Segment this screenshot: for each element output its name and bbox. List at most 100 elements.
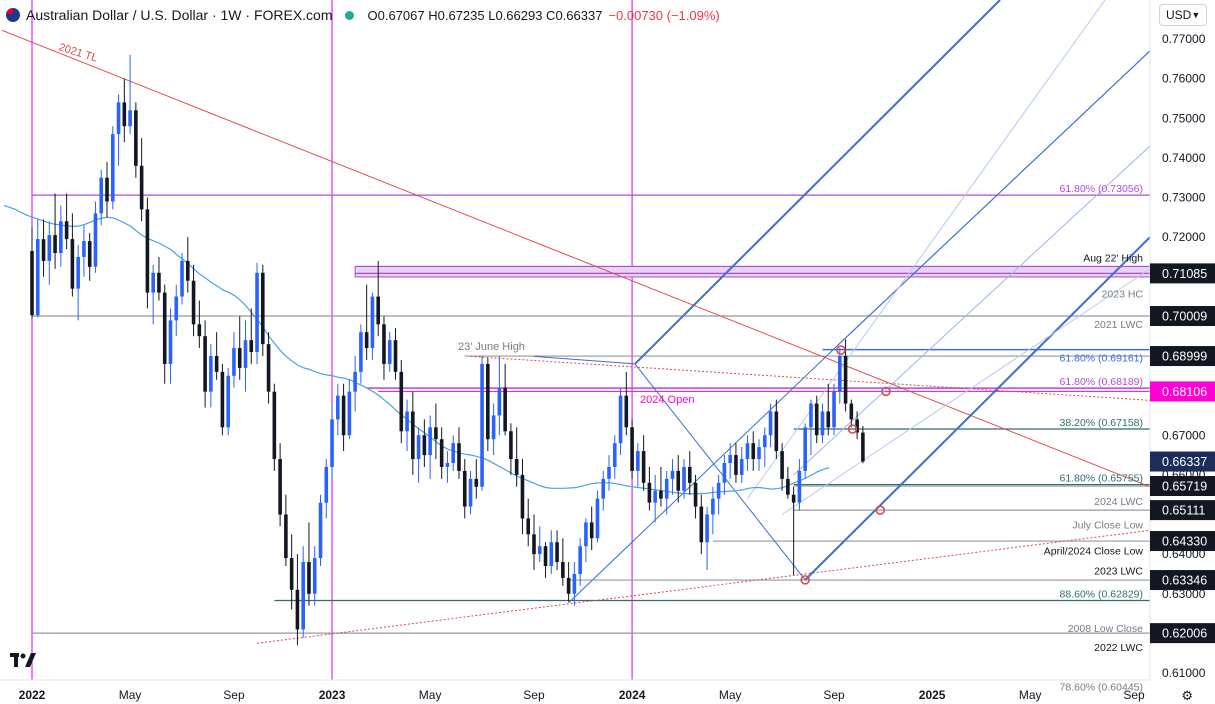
candle-body bbox=[30, 250, 34, 316]
candle bbox=[474, 459, 479, 499]
candle-body bbox=[705, 514, 709, 543]
price-tick-label: 0.67000 bbox=[1162, 428, 1206, 442]
candle-body bbox=[509, 431, 513, 460]
candle-body bbox=[347, 391, 352, 436]
candle-body bbox=[191, 280, 196, 325]
settings-gear-icon[interactable]: ⚙ bbox=[1181, 688, 1193, 703]
candle-body bbox=[803, 427, 807, 471]
ohlc-readout: O0.67067 H0.67235 L0.66293 C0.66337 bbox=[367, 7, 603, 23]
candle bbox=[428, 415, 432, 479]
time-tick-label: Sep bbox=[1123, 688, 1145, 702]
candle bbox=[855, 411, 859, 440]
candle bbox=[312, 546, 317, 606]
candle bbox=[861, 425, 865, 464]
candle-body bbox=[451, 443, 456, 463]
candle-body bbox=[826, 411, 831, 428]
candle bbox=[687, 451, 692, 495]
candle-body bbox=[324, 466, 329, 503]
candle-body bbox=[168, 320, 173, 364]
candle bbox=[480, 356, 484, 491]
au-flag-icon bbox=[6, 8, 20, 22]
candle bbox=[607, 455, 611, 491]
candle-body bbox=[232, 348, 236, 376]
candle-body bbox=[197, 324, 202, 337]
candle-body bbox=[780, 451, 784, 479]
candle-body bbox=[134, 110, 138, 166]
candle-body bbox=[595, 498, 600, 539]
level-label: 78.60% (0.60445) bbox=[1060, 682, 1143, 694]
candle-body bbox=[53, 235, 57, 253]
candle bbox=[728, 443, 732, 479]
price-tag bbox=[1150, 381, 1215, 402]
candle-body bbox=[520, 474, 525, 519]
symbol-title[interactable]: Australian Dollar / U.S. Dollar · 1W · F… bbox=[26, 7, 333, 23]
resistance-zone bbox=[354, 265, 1151, 278]
candle-body bbox=[555, 542, 559, 563]
candle-body bbox=[514, 459, 519, 475]
candle-body bbox=[532, 534, 536, 555]
candle bbox=[110, 126, 115, 210]
pitchfork-parallel-2 bbox=[793, 145, 1151, 476]
candle-body bbox=[543, 546, 548, 567]
candle-body bbox=[289, 558, 294, 590]
candle bbox=[514, 427, 519, 487]
candle bbox=[578, 538, 582, 586]
candle bbox=[786, 466, 790, 499]
candle bbox=[70, 213, 75, 297]
candle bbox=[520, 459, 525, 535]
candle bbox=[243, 320, 248, 392]
candle-body bbox=[249, 340, 254, 353]
candle-body bbox=[572, 573, 577, 594]
candle-body bbox=[41, 239, 46, 261]
time-tick-label: May bbox=[1019, 688, 1042, 702]
pivot-marker bbox=[800, 575, 810, 585]
candle-body bbox=[278, 459, 282, 515]
candle bbox=[364, 284, 369, 360]
candle-body bbox=[295, 589, 300, 630]
candle-body bbox=[480, 363, 484, 487]
candle-body bbox=[745, 443, 750, 460]
time-tick-label: Sep bbox=[823, 688, 845, 702]
candle-body bbox=[728, 455, 732, 463]
candle bbox=[572, 562, 577, 606]
candle bbox=[162, 284, 167, 384]
candle bbox=[618, 387, 623, 456]
candle bbox=[157, 256, 161, 301]
candle-body bbox=[486, 363, 490, 440]
candle bbox=[641, 435, 646, 491]
candle bbox=[838, 348, 842, 404]
candle-body bbox=[497, 387, 502, 416]
candle-body bbox=[284, 514, 288, 559]
candle bbox=[612, 435, 617, 479]
candle bbox=[76, 245, 80, 321]
candle bbox=[486, 357, 490, 452]
level-label: 2023 LWC bbox=[1094, 566, 1143, 578]
candle-body bbox=[35, 239, 40, 316]
candle-body bbox=[607, 466, 611, 479]
candle-body bbox=[537, 546, 542, 555]
candle bbox=[595, 490, 600, 543]
chart-header: Australian Dollar / U.S. Dollar · 1W · F… bbox=[0, 0, 1150, 30]
candle-body bbox=[589, 522, 594, 539]
candle bbox=[35, 219, 40, 318]
currency-selector[interactable]: USD ▼ bbox=[1159, 4, 1207, 26]
price-tag-label: 0.68999 bbox=[1162, 350, 1207, 364]
price-tick-label: 0.77000 bbox=[1162, 32, 1206, 46]
candle bbox=[843, 339, 848, 412]
candle bbox=[705, 506, 709, 570]
candle bbox=[434, 403, 438, 460]
candle-body bbox=[399, 371, 404, 432]
candle-body bbox=[312, 558, 317, 594]
candle bbox=[451, 435, 456, 471]
candle-body bbox=[59, 221, 63, 253]
candle bbox=[105, 161, 109, 218]
market-status-icon bbox=[344, 10, 354, 20]
candle-body bbox=[549, 542, 554, 567]
pitchfork-upper-median bbox=[634, 0, 1001, 365]
candle-body bbox=[336, 395, 340, 420]
level-label: April/2024 Close Low bbox=[1044, 546, 1144, 558]
price-tag-label: 0.65111 bbox=[1162, 504, 1205, 518]
candle bbox=[549, 530, 554, 574]
candle-body bbox=[382, 324, 386, 364]
